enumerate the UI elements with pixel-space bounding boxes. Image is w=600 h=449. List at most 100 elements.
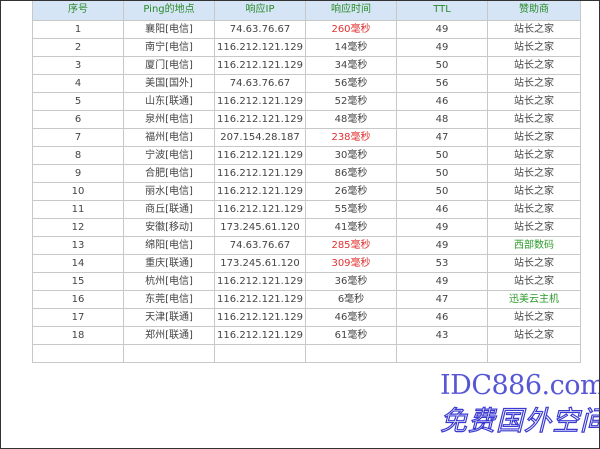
response-time: 260毫秒 [305, 20, 397, 39]
sponsor[interactable]: 站长之家 [487, 254, 581, 273]
row-number: 8 [32, 146, 124, 165]
response-ip: 116.212.121.129 [214, 308, 306, 327]
ping-location: 襄阳[电信] [123, 20, 215, 39]
sponsor[interactable]: 站长之家 [487, 200, 581, 219]
response-time: 6毫秒 [305, 290, 397, 309]
ttl-value: 47 [396, 128, 488, 147]
row-number: 2 [32, 38, 124, 57]
ping-location: 丽水[电信] [123, 182, 215, 201]
row-number: 10 [32, 182, 124, 201]
sponsor[interactable]: 站长之家 [487, 92, 581, 111]
table-row: 14 重庆[联通] 173.245.61.120 309毫秒 53 站长之家 [32, 254, 581, 273]
table-row: 18 郑州[联通] 116.212.121.129 61毫秒 43 站长之家 [32, 326, 581, 345]
header-time: 响应时间 [305, 0, 397, 21]
ttl-value: 56 [396, 74, 488, 93]
empty-cell [396, 344, 488, 363]
table-row: 17 天津[联通] 116.212.121.129 46毫秒 46 站长之家 [32, 308, 581, 327]
header-sponsor: 赞助商 [487, 0, 581, 21]
table-row: 6 泉州[电信] 116.212.121.129 48毫秒 48 站长之家 [32, 110, 581, 129]
header-ttl: TTL [396, 0, 488, 21]
table-row: 15 杭州[电信] 116.212.121.129 36毫秒 49 站长之家 [32, 272, 581, 291]
header-location: Ping的地点 [123, 0, 215, 21]
sponsor[interactable]: 西部数码 [487, 236, 581, 255]
table-row: 13 绵阳[电信] 74.63.76.67 285毫秒 49 西部数码 [32, 236, 581, 255]
response-ip: 116.212.121.129 [214, 56, 306, 75]
response-time: 238毫秒 [305, 128, 397, 147]
table-row: 8 宁波[电信] 116.212.121.129 30毫秒 50 站长之家 [32, 146, 581, 165]
response-time: 41毫秒 [305, 218, 397, 237]
response-ip: 74.63.76.67 [214, 236, 306, 255]
sponsor[interactable]: 迅美云主机 [487, 290, 581, 309]
ping-location: 美国[国外] [123, 74, 215, 93]
response-ip: 207.154.28.187 [214, 128, 306, 147]
ping-location: 厦门[电信] [123, 56, 215, 75]
ttl-value: 49 [396, 218, 488, 237]
response-time: 309毫秒 [305, 254, 397, 273]
ttl-value: 46 [396, 92, 488, 111]
response-time: 56毫秒 [305, 74, 397, 93]
ping-location: 山东[联通] [123, 92, 215, 111]
table-row: 3 厦门[电信] 116.212.121.129 34毫秒 50 站长之家 [32, 56, 581, 75]
ttl-value: 50 [396, 164, 488, 183]
ttl-value: 46 [396, 308, 488, 327]
sponsor[interactable]: 站长之家 [487, 38, 581, 57]
response-ip: 74.63.76.67 [214, 74, 306, 93]
row-number: 7 [32, 128, 124, 147]
response-time: 26毫秒 [305, 182, 397, 201]
table-row: 11 商丘[联通] 116.212.121.129 55毫秒 46 站长之家 [32, 200, 581, 219]
response-ip: 116.212.121.129 [214, 200, 306, 219]
empty-cell [123, 344, 215, 363]
response-time: 36毫秒 [305, 272, 397, 291]
ttl-value: 43 [396, 326, 488, 345]
ping-location: 宁波[电信] [123, 146, 215, 165]
empty-cell [305, 344, 397, 363]
table-row: 4 美国[国外] 74.63.76.67 56毫秒 56 站长之家 [32, 74, 581, 93]
sponsor[interactable]: 站长之家 [487, 272, 581, 291]
ping-location: 重庆[联通] [123, 254, 215, 273]
sponsor[interactable]: 站长之家 [487, 74, 581, 93]
sponsor[interactable]: 站长之家 [487, 218, 581, 237]
sponsor[interactable]: 站长之家 [487, 308, 581, 327]
response-time: 48毫秒 [305, 110, 397, 129]
row-number: 6 [32, 110, 124, 129]
ping-results-table: 序号 Ping的地点 响应IP 响应时间 TTL 赞助商 1 襄阳[电信] 74.6… [32, 0, 581, 363]
ping-location: 郑州[联通] [123, 326, 215, 345]
sponsor[interactable]: 站长之家 [487, 128, 581, 147]
row-number: 12 [32, 218, 124, 237]
sponsor[interactable]: 站长之家 [487, 20, 581, 39]
row-number: 11 [32, 200, 124, 219]
sponsor[interactable]: 站长之家 [487, 326, 581, 345]
row-number: 9 [32, 164, 124, 183]
table-row: 16 东莞[电信] 116.212.121.129 6毫秒 47 迅美云主机 [32, 290, 581, 309]
ping-location: 泉州[电信] [123, 110, 215, 129]
ttl-value: 49 [396, 236, 488, 255]
response-time: 30毫秒 [305, 146, 397, 165]
response-ip: 173.245.61.120 [214, 254, 306, 273]
ping-location: 福州[电信] [123, 128, 215, 147]
response-time: 14毫秒 [305, 38, 397, 57]
ping-location: 合肥[电信] [123, 164, 215, 183]
sponsor[interactable]: 站长之家 [487, 182, 581, 201]
table-row: 2 南宁[电信] 116.212.121.129 14毫秒 49 站长之家 [32, 38, 581, 57]
response-time: 55毫秒 [305, 200, 397, 219]
sponsor[interactable]: 站长之家 [487, 146, 581, 165]
sponsor[interactable]: 站长之家 [487, 110, 581, 129]
table-row: 12 安徽[移动] 173.245.61.120 41毫秒 49 站长之家 [32, 218, 581, 237]
ping-location: 绵阳[电信] [123, 236, 215, 255]
empty-cell [214, 344, 306, 363]
response-time: 86毫秒 [305, 164, 397, 183]
table-row: 10 丽水[电信] 116.212.121.129 26毫秒 50 站长之家 [32, 182, 581, 201]
ttl-value: 47 [396, 290, 488, 309]
ping-location: 商丘[联通] [123, 200, 215, 219]
ttl-value: 46 [396, 200, 488, 219]
table-row: 5 山东[联通] 116.212.121.129 52毫秒 46 站长之家 [32, 92, 581, 111]
response-ip: 116.212.121.129 [214, 38, 306, 57]
sponsor[interactable]: 站长之家 [487, 56, 581, 75]
response-ip: 116.212.121.129 [214, 110, 306, 129]
row-number: 18 [32, 326, 124, 345]
sponsor[interactable]: 站长之家 [487, 164, 581, 183]
response-ip: 116.212.121.129 [214, 182, 306, 201]
ping-location: 天津[联通] [123, 308, 215, 327]
row-number: 1 [32, 20, 124, 39]
ttl-value: 48 [396, 110, 488, 129]
